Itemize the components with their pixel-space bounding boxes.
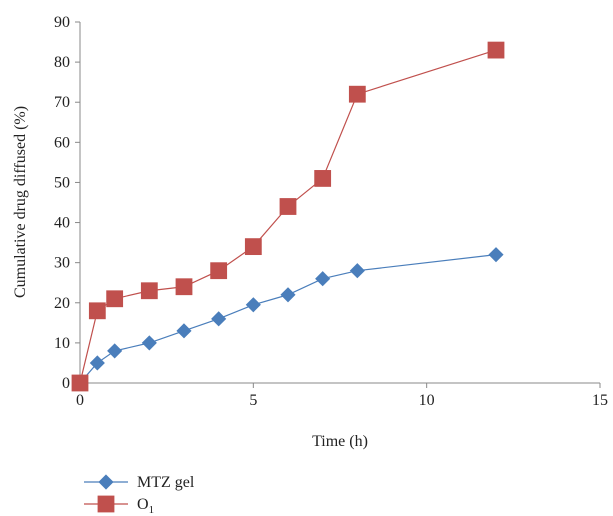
diamond-point bbox=[141, 335, 157, 351]
square-point bbox=[348, 85, 366, 103]
square-point bbox=[487, 41, 505, 59]
square-point bbox=[140, 282, 158, 300]
x-axis-title: Time (h) bbox=[312, 433, 368, 450]
diamond-point bbox=[349, 263, 365, 279]
y-tick-label: 70 bbox=[54, 94, 70, 111]
x-tick-label: 15 bbox=[592, 392, 608, 409]
legend-item: O1 bbox=[84, 495, 154, 516]
legend-square-marker bbox=[97, 495, 115, 513]
square-point bbox=[279, 198, 297, 215]
x-tick-label: 10 bbox=[419, 392, 435, 409]
square-point bbox=[244, 238, 262, 256]
y-axis-title: Cumulative drug diffused (%) bbox=[12, 106, 29, 298]
y-tick-label: 80 bbox=[54, 54, 70, 71]
square-point bbox=[71, 374, 89, 392]
diamond-point bbox=[89, 355, 105, 371]
legend-label-subscript: 1 bbox=[149, 504, 155, 516]
diamond-point bbox=[245, 297, 261, 313]
x-tick-label: 5 bbox=[249, 392, 257, 409]
square-point bbox=[88, 302, 106, 320]
y-tick-label: 0 bbox=[62, 375, 70, 392]
legend-label: MTZ gel bbox=[137, 474, 195, 491]
diamond-point bbox=[107, 343, 123, 359]
series-layer bbox=[71, 41, 505, 392]
series-line bbox=[79, 254, 497, 384]
y-tick-label: 50 bbox=[54, 174, 70, 191]
legend-diamond-marker bbox=[98, 474, 114, 490]
ticks: 0 10 20 30 40 50 60 70 80 90 0 5 10 15 bbox=[54, 14, 608, 409]
diamond-point bbox=[488, 247, 504, 263]
y-tick-label: 20 bbox=[54, 295, 70, 312]
square-point bbox=[106, 290, 124, 308]
legend-label: O1 bbox=[137, 496, 154, 516]
y-tick-label: 90 bbox=[54, 14, 70, 31]
legend: MTZ gel O1 bbox=[84, 474, 195, 516]
square-point bbox=[210, 262, 228, 280]
y-tick-label: 40 bbox=[54, 215, 70, 232]
series-0 bbox=[72, 247, 504, 391]
y-tick-label: 30 bbox=[54, 255, 70, 272]
diamond-point bbox=[211, 311, 227, 327]
series-1 bbox=[71, 41, 505, 392]
series-line bbox=[79, 49, 497, 384]
diamond-point bbox=[280, 287, 296, 303]
y-tick-label: 60 bbox=[54, 134, 70, 151]
y-tick-label: 10 bbox=[54, 335, 70, 352]
square-point bbox=[175, 278, 193, 296]
axes bbox=[79, 22, 600, 384]
diamond-point bbox=[315, 271, 331, 287]
x-tick-label: 0 bbox=[76, 392, 84, 409]
square-point bbox=[314, 170, 332, 187]
legend-label-text: O bbox=[137, 496, 149, 513]
legend-item: MTZ gel bbox=[84, 474, 195, 491]
diamond-point bbox=[176, 323, 192, 339]
legend-label-text: MTZ gel bbox=[137, 474, 195, 491]
